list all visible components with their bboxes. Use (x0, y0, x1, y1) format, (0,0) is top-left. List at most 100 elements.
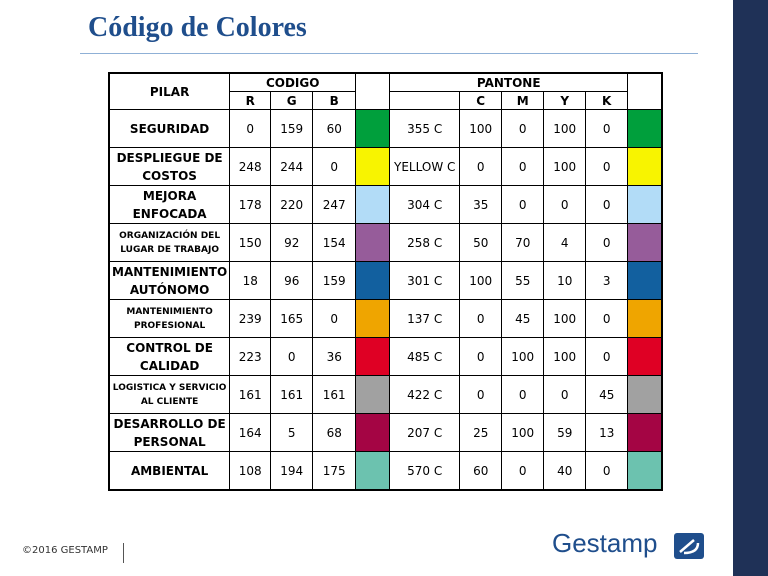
cmyk-cell: 0 (501, 147, 545, 186)
rgb-cell: 223 (229, 337, 272, 376)
table-row: DESPLIEGUE DE COSTOS 248 244 0 YELLOW C 0 0 100… (108, 147, 663, 186)
copyright: ©2016 GESTAMP (22, 545, 108, 556)
swatch (355, 299, 391, 338)
divider (123, 543, 124, 563)
pantone-cell: 422 C (389, 375, 461, 414)
swatch (355, 261, 391, 300)
cmyk-cell: 35 (459, 185, 503, 224)
pilar-cell: MEJORA ENFOCADA (108, 185, 231, 224)
swatch (627, 147, 663, 186)
pantone-cell: 485 C (389, 337, 461, 376)
header-cell (627, 72, 663, 110)
table-row: SEGURIDAD 0 159 60 355 C 100 0 100 0 (108, 109, 663, 148)
header-cell (389, 91, 461, 110)
title: Código de Colores (88, 12, 307, 43)
cmyk-cell: 0 (459, 147, 503, 186)
rgb-cell: 0 (312, 299, 357, 338)
rgb-cell: 164 (229, 413, 272, 452)
rgb-cell: 0 (312, 147, 357, 186)
cmyk-cell: 0 (501, 109, 545, 148)
rgb-cell: 244 (270, 147, 314, 186)
cmyk-cell: 0 (501, 375, 545, 414)
pantone-cell: 258 C (389, 223, 461, 262)
table-row: DESARROLLO DE PERSONAL 164 5 68 207 C 25 100 59… (108, 413, 663, 452)
rgb-cell: 239 (229, 299, 272, 338)
cmyk-cell: 55 (501, 261, 545, 300)
rgb-cell: 165 (270, 299, 314, 338)
pilar-cell: DESPLIEGUE DE COSTOS (108, 147, 231, 186)
header-cell: K (585, 91, 629, 110)
title-rule (80, 53, 698, 54)
swatch (627, 299, 663, 338)
cmyk-cell: 0 (585, 299, 629, 338)
pilar-cell: CONTROL DE CALIDAD (108, 337, 231, 376)
pantone-cell: 301 C (389, 261, 461, 300)
swatch (355, 223, 391, 262)
header-cell: PANTONE (389, 72, 629, 92)
cmyk-cell: 0 (501, 185, 545, 224)
cmyk-cell: 100 (543, 337, 587, 376)
swatch (627, 375, 663, 414)
cmyk-cell: 100 (501, 337, 545, 376)
pantone-cell: 570 C (389, 451, 461, 491)
swatch (627, 185, 663, 224)
pilar-cell: MANTENIMIENTO AUTÓNOMO (108, 261, 231, 300)
logo: Gestamp (552, 528, 658, 558)
cmyk-cell: 59 (543, 413, 587, 452)
header-cell: C (459, 91, 503, 110)
logo-mark (679, 539, 700, 555)
cmyk-cell: 45 (501, 299, 545, 338)
table-row: MEJORA ENFOCADA 178 220 247 304 C 35 0 0 0 (108, 185, 663, 224)
side-bar (733, 0, 768, 576)
cmyk-cell: 70 (501, 223, 545, 262)
header-cell: R (229, 91, 272, 110)
cmyk-cell: 0 (543, 185, 587, 224)
swatch (355, 109, 391, 148)
cmyk-cell: 13 (585, 413, 629, 452)
header-cell: M (501, 91, 545, 110)
table-row: MANTENIMIENTO PROFESIONAL 239 165 0 137 C 0 45… (108, 299, 663, 338)
table-row: LOGISTICA Y SERVICIO AL CLIENTE 161 161 161… (108, 375, 663, 414)
rgb-cell: 108 (229, 451, 272, 491)
cmyk-cell: 60 (459, 451, 503, 491)
rgb-cell: 92 (270, 223, 314, 262)
rgb-cell: 0 (229, 109, 272, 148)
pantone-cell: 137 C (389, 299, 461, 338)
rgb-cell: 96 (270, 261, 314, 300)
rgb-cell: 159 (270, 109, 314, 148)
cmyk-cell: 100 (543, 109, 587, 148)
cmyk-cell: 100 (459, 109, 503, 148)
rgb-cell: 178 (229, 185, 272, 224)
swatch (355, 337, 391, 376)
rgb-cell: 68 (312, 413, 357, 452)
header-cell (355, 72, 391, 110)
cmyk-cell: 0 (585, 337, 629, 376)
cmyk-cell: 100 (501, 413, 545, 452)
cmyk-cell: 0 (459, 299, 503, 338)
rgb-cell: 248 (229, 147, 272, 186)
cmyk-cell: 0 (585, 147, 629, 186)
cmyk-cell: 50 (459, 223, 503, 262)
swatch (627, 261, 663, 300)
header-cell: CODIGO (229, 72, 357, 92)
cmyk-cell: 0 (585, 223, 629, 262)
swatch (355, 375, 391, 414)
pilar-cell: AMBIENTAL (108, 451, 231, 491)
rgb-cell: 0 (270, 337, 314, 376)
pantone-cell: 207 C (389, 413, 461, 452)
pilar-cell: ORGANIZACIÓN DEL LUGAR DE TRABAJO (108, 223, 231, 262)
swatch (355, 413, 391, 452)
cmyk-cell: 0 (543, 375, 587, 414)
rgb-cell: 175 (312, 451, 357, 491)
rgb-cell: 154 (312, 223, 357, 262)
cmyk-cell: 100 (543, 147, 587, 186)
cmyk-cell: 0 (501, 451, 545, 491)
swatch (627, 451, 663, 491)
cmyk-cell: 40 (543, 451, 587, 491)
cmyk-cell: 45 (585, 375, 629, 414)
pilar-cell: SEGURIDAD (108, 109, 231, 148)
pilar-cell: DESARROLLO DE PERSONAL (108, 413, 231, 452)
cmyk-cell: 0 (585, 451, 629, 491)
rgb-cell: 194 (270, 451, 314, 491)
